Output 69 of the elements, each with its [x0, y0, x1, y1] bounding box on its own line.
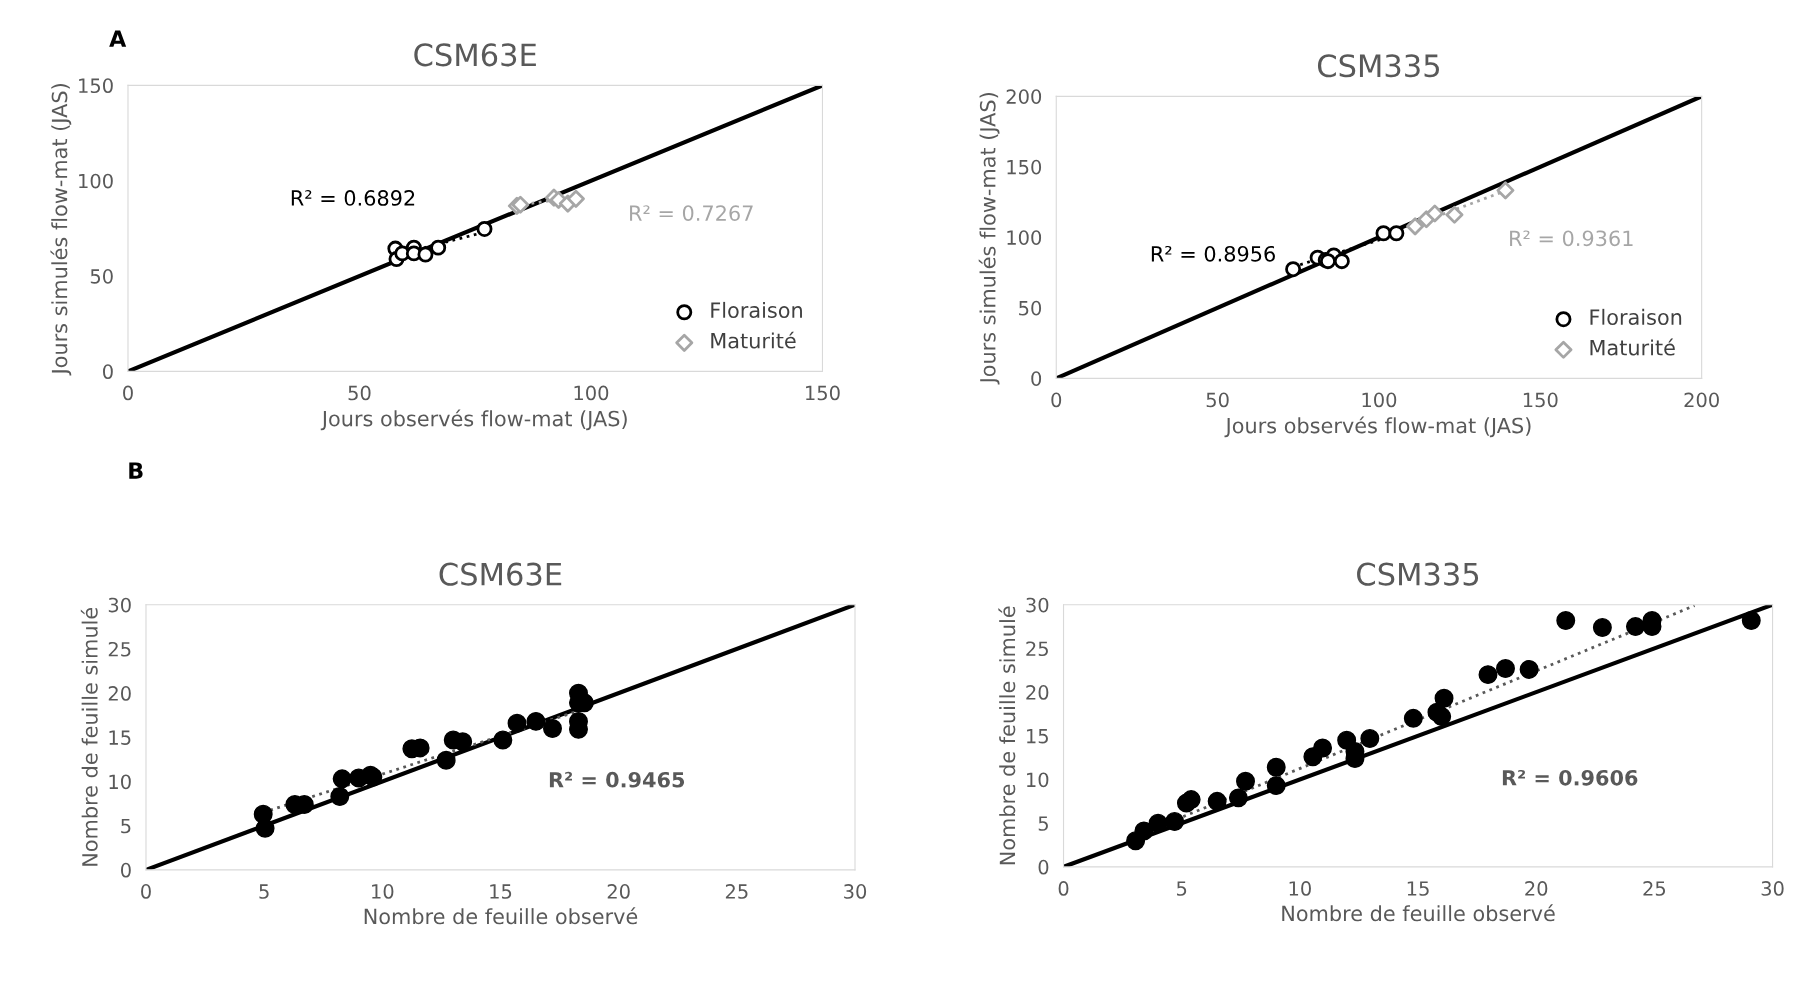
y-tick-label: 15 — [1027, 729, 1048, 744]
y-axis-title: Jours simulés flow-mat (JAS) — [978, 93, 1000, 385]
chart-title: CSM63E — [439, 562, 562, 586]
y-tick-label: 20 — [1026, 685, 1049, 700]
y-axis-title: Nombre de feuille simulé — [80, 607, 98, 866]
x-tick-label: 15 — [490, 884, 512, 899]
text: B — [129, 462, 143, 479]
annotation: R² = 0.8956 — [1151, 245, 1275, 262]
y-tick-label: 10 — [1027, 772, 1049, 788]
x-axis-title: Jours observés flow-mat (JAS) — [320, 409, 627, 431]
chart-title: CSM335 — [1317, 54, 1439, 78]
x-axis-title: Jours observés flow-mat (JAS) — [1224, 416, 1531, 438]
x-tick-label: 200 — [1684, 392, 1719, 408]
x-tick-label: 20 — [1525, 881, 1548, 896]
y-tick-label: 5 — [1038, 816, 1048, 831]
y-axis-title: Nombre de feuille simulé — [998, 606, 1016, 865]
x-tick-label: 50 — [348, 385, 371, 401]
y-tick-label: 100 — [1007, 230, 1042, 245]
x-tick-label: 30 — [1761, 881, 1784, 896]
y-tick-label: 10 — [109, 774, 131, 790]
x-tick-label: 20 — [607, 884, 630, 899]
y-tick-label: 25 — [108, 641, 131, 657]
annotation: R² = 0.9465 — [549, 771, 685, 788]
x-tick-label: 100 — [574, 385, 609, 401]
x-tick-label: 30 — [844, 884, 867, 899]
x-tick-label: 10 — [1289, 881, 1311, 896]
y-tick-label: 150 — [79, 78, 113, 94]
y-tick-label: 25 — [1026, 641, 1048, 657]
x-tick-label: 5 — [259, 884, 269, 899]
x-tick-label: 150 — [806, 385, 840, 401]
x-tick-label: 10 — [372, 884, 394, 899]
legend-label: Maturité — [711, 331, 796, 349]
annotation: R² = 0.7267 — [630, 205, 753, 221]
y-tick-label: 30 — [108, 597, 131, 613]
y-tick-label: 0 — [1038, 859, 1049, 875]
x-axis-title: Nombre de feuille observé — [364, 907, 638, 925]
legend-label: Floraison — [1590, 308, 1682, 325]
y-tick-label: 50 — [1019, 300, 1042, 316]
y-tick-label: 30 — [1026, 597, 1049, 613]
y-tick-label: 0 — [103, 364, 113, 380]
y-tick-label: 15 — [109, 730, 131, 745]
y-tick-label: 5 — [121, 818, 131, 834]
annotation: R² = 0.9361 — [1510, 230, 1633, 247]
x-tick-label: 25 — [725, 884, 748, 899]
y-tick-label: 200 — [1006, 89, 1042, 104]
x-tick-label: 25 — [1643, 881, 1666, 896]
legend-label: Maturité — [1590, 338, 1675, 356]
legend-label: Floraison — [711, 301, 802, 319]
y-tick-label: 20 — [108, 686, 131, 701]
y-axis-title: Jours simulés flow-mat (JAS) — [50, 84, 72, 376]
chart-title: CSM63E — [414, 43, 536, 67]
x-tick-label: 100 — [1362, 392, 1397, 408]
chart-title: CSM335 — [1357, 562, 1479, 586]
annotation: R² = 0.6892 — [291, 190, 415, 206]
y-tick-label: 50 — [90, 269, 113, 284]
y-tick-label: 0 — [121, 862, 131, 878]
x-tick-label: 5 — [1177, 881, 1187, 896]
x-tick-label: 0 — [1058, 881, 1069, 896]
text: A — [109, 30, 127, 47]
x-tick-label: 15 — [1407, 881, 1429, 896]
x-tick-label: 0 — [141, 884, 151, 899]
x-tick-label: 150 — [1523, 392, 1558, 408]
y-tick-label: 0 — [1031, 371, 1042, 386]
y-tick-label: 100 — [79, 173, 113, 189]
x-tick-label: 50 — [1206, 392, 1229, 408]
x-axis-title: Nombre de feuille observé — [1282, 904, 1555, 922]
x-tick-label: 0 — [1051, 392, 1062, 408]
annotation: R² = 0.9606 — [1502, 769, 1638, 786]
y-tick-label: 150 — [1007, 159, 1042, 175]
